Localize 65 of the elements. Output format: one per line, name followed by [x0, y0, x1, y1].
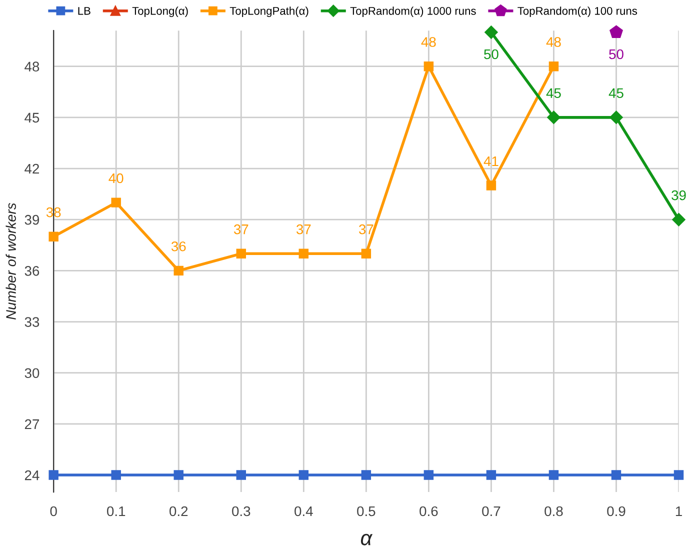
y-tick-label: 36: [24, 266, 40, 276]
point: [424, 61, 434, 72]
y-tick-label: 42: [24, 164, 39, 174]
y-tick-label: 39: [24, 214, 40, 225]
data-label: 50: [609, 49, 624, 60]
point: [548, 470, 559, 480]
point: [111, 470, 121, 480]
x-tick-label: 0.7: [482, 506, 500, 516]
point: [48, 232, 58, 242]
y-tick-label: 48: [24, 62, 40, 72]
point: [236, 470, 246, 480]
point: [174, 266, 184, 276]
x-tick-label: 0: [50, 506, 57, 516]
point: [424, 470, 434, 480]
data-label: 37: [358, 224, 374, 234]
point: [548, 61, 559, 72]
point: [547, 110, 560, 124]
point: [361, 248, 372, 259]
data-label: 36: [171, 241, 186, 252]
legend-label: LB: [78, 7, 90, 15]
data-label: 45: [546, 88, 561, 98]
y-axis-title: Number of workers: [6, 202, 16, 320]
x-tick-label: 0.5: [357, 506, 376, 516]
point: [486, 470, 496, 480]
x-tick-label: 0.4: [294, 506, 313, 516]
x-tick-label: 0.2: [170, 506, 188, 516]
point: [611, 470, 622, 480]
legend-label: TopRandom(α) 1000 runs: [350, 6, 476, 18]
y-tick-label: 33: [24, 317, 40, 327]
point: [672, 213, 686, 226]
legend-label: TopLong(α): [132, 6, 188, 18]
data-label: 37: [296, 224, 311, 234]
point: [484, 26, 498, 39]
point: [298, 470, 309, 480]
data-label: 50: [484, 49, 498, 60]
x-axis-title: α: [360, 534, 373, 546]
point: [610, 25, 623, 38]
data-label: 45: [608, 88, 624, 98]
point: [610, 110, 623, 124]
point: [486, 180, 496, 190]
legend-label: TopRandom(α) 100 runs: [518, 6, 638, 18]
data-label: 40: [108, 173, 124, 184]
x-tick-label: 0.3: [232, 506, 250, 516]
y-tick-label: 27: [24, 419, 39, 429]
x-tick-label: 0.8: [544, 506, 563, 516]
data-label: 48: [546, 37, 561, 47]
data-label: 37: [234, 224, 248, 234]
y-tick-label: 45: [24, 112, 40, 123]
point: [111, 198, 121, 208]
legend-label: TopLongPath(α): [230, 6, 308, 18]
data-label: 39: [672, 190, 686, 200]
y-tick-label: 24: [24, 470, 40, 480]
point: [174, 470, 184, 480]
x-tick-label: 0.9: [607, 506, 626, 516]
point: [236, 248, 246, 259]
point: [48, 470, 58, 480]
x-tick-label: 1: [676, 506, 682, 516]
point: [298, 248, 309, 259]
point: [674, 470, 684, 480]
data-label: 41: [484, 156, 498, 166]
data-label: 48: [421, 37, 436, 47]
point: [361, 470, 372, 480]
y-tick-label: 30: [24, 368, 40, 378]
x-tick-label: 0.1: [106, 506, 126, 516]
x-tick-label: 0.6: [420, 506, 438, 516]
